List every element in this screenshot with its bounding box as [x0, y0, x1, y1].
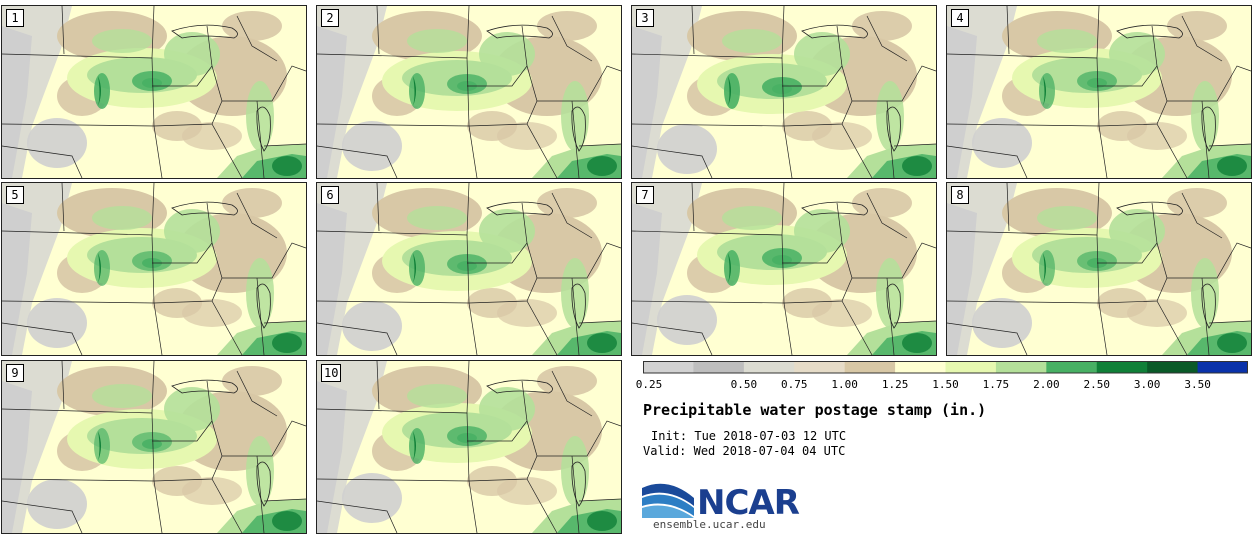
colorbar-tick-label: 2.50 — [1083, 378, 1111, 391]
colorbar-tick-label: 0.25 — [635, 378, 663, 391]
colorbar-tick-label: 3.50 — [1184, 378, 1211, 391]
member-number: 8 — [951, 186, 969, 204]
init-time-line: Init: Tue 2018-07-03 12 UTC — [651, 429, 846, 443]
colorbar-segment — [794, 361, 846, 373]
colorbar-tick-label: 0.75 — [781, 378, 808, 391]
member-number: 5 — [6, 186, 24, 204]
member-number: 4 — [951, 9, 969, 27]
colorbar-tick-label: 1.50 — [932, 378, 959, 391]
colorbar-segment — [895, 361, 946, 373]
member-panel-4: 4 — [946, 5, 1252, 179]
member-panel-10: 10 — [316, 360, 622, 534]
colorbar-segment — [743, 361, 795, 373]
colorbar-tick-label: 0.50 — [730, 378, 758, 391]
member-panel-6: 6 — [316, 182, 622, 356]
member-number: 7 — [636, 186, 654, 204]
colorbar — [643, 361, 1248, 374]
colorbar-tick-label: 2.00 — [1033, 378, 1060, 391]
init-label: Init: — [651, 429, 688, 443]
colorbar-segment — [1046, 361, 1098, 373]
colorbar-tick-label: 1.00 — [831, 378, 858, 391]
logo-url: ensemble.ucar.edu — [653, 518, 766, 531]
member-number: 1 — [6, 9, 24, 27]
member-panel-5: 5 — [1, 182, 307, 356]
colorbar-tick-label: 1.25 — [881, 378, 909, 391]
member-number: 3 — [636, 9, 654, 27]
member-panel-2: 2 — [316, 5, 622, 179]
member-number: 2 — [321, 9, 339, 27]
colorbar-segment — [995, 361, 1047, 373]
logo-name: NCAR — [697, 483, 800, 523]
member-panel-1: 1 — [1, 5, 307, 179]
colorbar-segment — [1197, 361, 1248, 373]
valid-time-line: Valid: Wed 2018-07-04 04 UTC — [643, 444, 845, 458]
member-panel-8: 8 — [946, 182, 1252, 356]
member-panel-3: 3 — [631, 5, 937, 179]
valid-label: Valid: — [643, 444, 687, 458]
colorbar-tick-label: 1.75 — [982, 378, 1010, 391]
ncar-logo-icon — [642, 483, 694, 518]
plot-title: Precipitable water postage stamp (in.) — [643, 401, 987, 419]
valid-time: Wed 2018-07-04 04 UTC — [693, 444, 846, 458]
member-number: 10 — [321, 364, 342, 382]
colorbar-segment — [693, 361, 745, 373]
colorbar-tick-label: 3.00 — [1133, 378, 1161, 391]
colorbar-labels: 0.25 0.50 0.75 1.00 1.25 1.50 1.75 2.00 2.50 3.00… — [636, 378, 1248, 392]
member-number: 6 — [321, 186, 339, 204]
init-time: Tue 2018-07-03 12 UTC — [694, 429, 847, 443]
member-number: 9 — [6, 364, 24, 382]
colorbar-segment — [643, 361, 694, 373]
member-panel-7: 7 — [631, 182, 937, 356]
colorbar-segment — [945, 361, 997, 373]
colorbar-segment — [1096, 361, 1148, 373]
colorbar-segment — [844, 361, 896, 373]
member-panel-9: 9 — [1, 360, 307, 534]
colorbar-segment — [1147, 361, 1199, 373]
